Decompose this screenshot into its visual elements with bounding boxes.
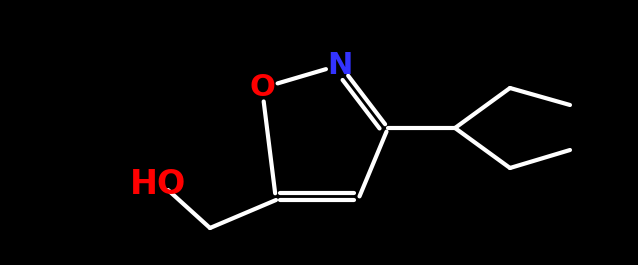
Text: O: O	[249, 73, 275, 103]
Text: N: N	[327, 51, 353, 80]
Text: HO: HO	[130, 169, 186, 201]
